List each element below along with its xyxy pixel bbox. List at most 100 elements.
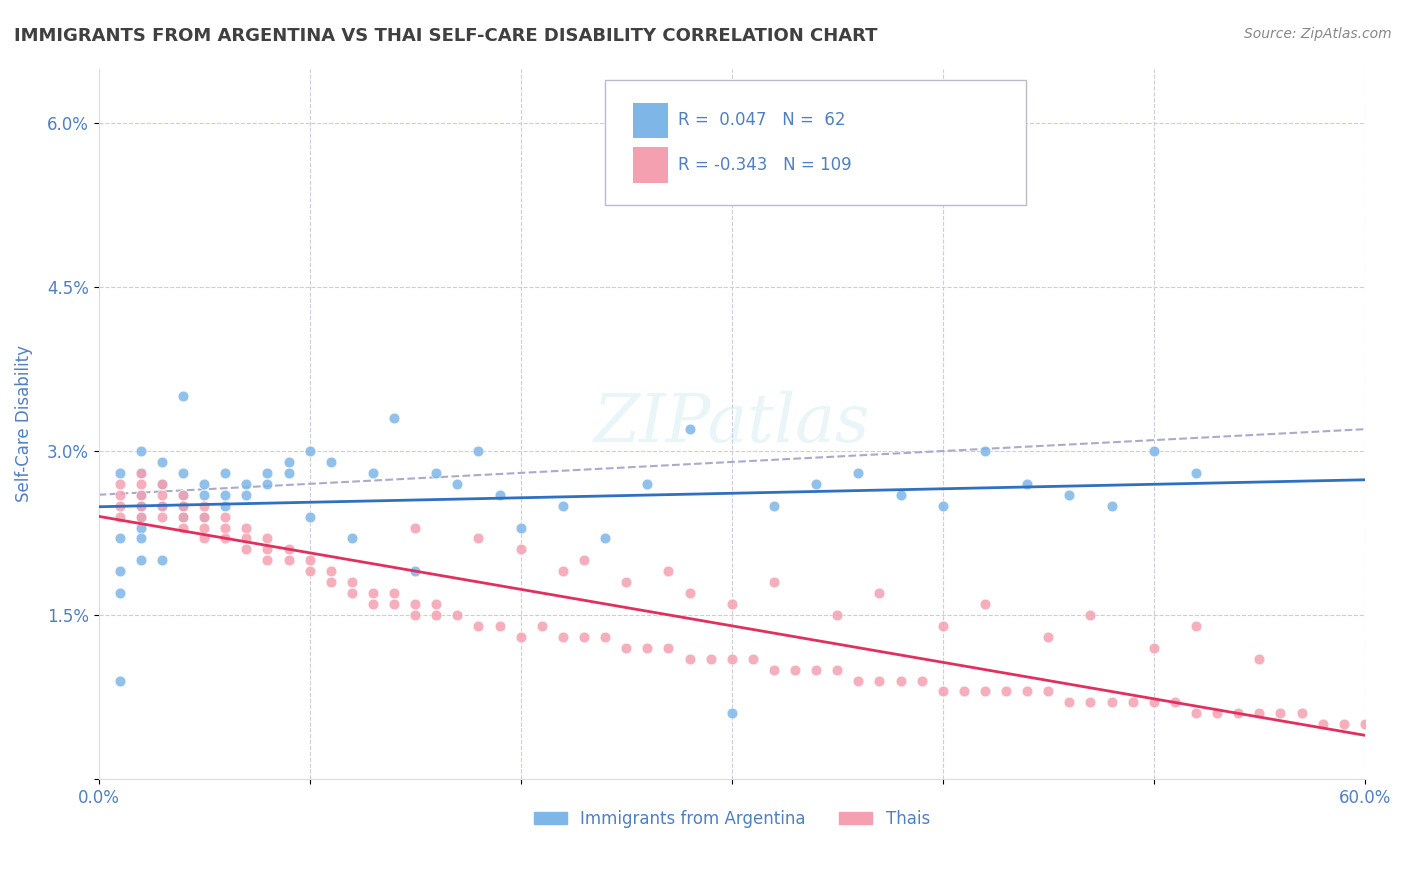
Point xyxy=(298,564,321,578)
Point xyxy=(551,564,574,578)
Point xyxy=(108,564,131,578)
Point xyxy=(404,607,426,622)
Point xyxy=(1017,476,1039,491)
Point xyxy=(319,455,342,469)
Point xyxy=(932,499,955,513)
Point xyxy=(129,476,152,491)
Point xyxy=(361,466,384,480)
Point xyxy=(446,607,468,622)
Point xyxy=(404,597,426,611)
Point xyxy=(172,499,194,513)
Point xyxy=(172,389,194,403)
Legend: Immigrants from Argentina, Thais: Immigrants from Argentina, Thais xyxy=(527,803,936,835)
Point xyxy=(825,663,848,677)
Point xyxy=(108,673,131,688)
Point xyxy=(129,509,152,524)
Point xyxy=(1227,706,1250,721)
Point xyxy=(108,509,131,524)
Point xyxy=(699,651,721,665)
Point xyxy=(150,488,173,502)
Point xyxy=(551,630,574,644)
Point xyxy=(404,564,426,578)
Point xyxy=(1185,706,1208,721)
Point xyxy=(277,553,299,567)
Point xyxy=(172,488,194,502)
Point xyxy=(129,553,152,567)
Point xyxy=(593,532,616,546)
Point xyxy=(467,532,489,546)
Point xyxy=(172,520,194,534)
Point xyxy=(446,476,468,491)
Point xyxy=(214,466,236,480)
Point xyxy=(1206,706,1229,721)
Point xyxy=(720,597,742,611)
Point xyxy=(741,651,763,665)
Point xyxy=(1249,706,1271,721)
Point xyxy=(1185,466,1208,480)
Point xyxy=(214,520,236,534)
Point xyxy=(1080,607,1102,622)
Point xyxy=(129,520,152,534)
Point xyxy=(953,684,976,698)
Point xyxy=(129,499,152,513)
Point xyxy=(361,586,384,600)
Point xyxy=(425,597,447,611)
Point xyxy=(1185,619,1208,633)
Point xyxy=(846,673,869,688)
Point xyxy=(382,586,405,600)
Point xyxy=(1122,695,1144,709)
Point xyxy=(382,597,405,611)
Point xyxy=(1249,651,1271,665)
Point xyxy=(256,466,278,480)
Point xyxy=(340,575,363,590)
Point xyxy=(1143,444,1166,458)
Point xyxy=(150,476,173,491)
Point xyxy=(868,673,890,688)
Point xyxy=(1270,706,1292,721)
Point xyxy=(1059,695,1081,709)
Point xyxy=(150,509,173,524)
Point xyxy=(1354,717,1376,731)
Point xyxy=(974,684,997,698)
Point xyxy=(235,532,257,546)
Point xyxy=(509,542,531,557)
Text: ZIPatlas: ZIPatlas xyxy=(593,391,870,457)
Point xyxy=(1101,695,1123,709)
Point xyxy=(889,488,911,502)
Point xyxy=(1038,630,1060,644)
Point xyxy=(235,488,257,502)
Point xyxy=(762,663,785,677)
Point xyxy=(509,520,531,534)
Point xyxy=(783,663,806,677)
Point xyxy=(214,509,236,524)
Point xyxy=(551,499,574,513)
Point xyxy=(108,586,131,600)
Point xyxy=(361,597,384,611)
Point xyxy=(932,684,955,698)
Point xyxy=(319,575,342,590)
Point xyxy=(235,476,257,491)
Point xyxy=(804,663,827,677)
Point xyxy=(129,488,152,502)
Point xyxy=(277,466,299,480)
Point xyxy=(1080,695,1102,709)
Point xyxy=(846,466,869,480)
Point xyxy=(657,564,679,578)
Point xyxy=(678,586,700,600)
Point xyxy=(614,640,637,655)
Point xyxy=(1291,706,1313,721)
Point xyxy=(572,553,595,567)
Point xyxy=(150,499,173,513)
Point xyxy=(868,586,890,600)
Point xyxy=(1333,717,1355,731)
Point xyxy=(129,532,152,546)
Point xyxy=(804,476,827,491)
Point xyxy=(108,476,131,491)
Point xyxy=(889,673,911,688)
Point xyxy=(425,466,447,480)
Point xyxy=(636,476,658,491)
Point xyxy=(108,532,131,546)
Point xyxy=(129,488,152,502)
Point xyxy=(129,466,152,480)
Point xyxy=(214,532,236,546)
